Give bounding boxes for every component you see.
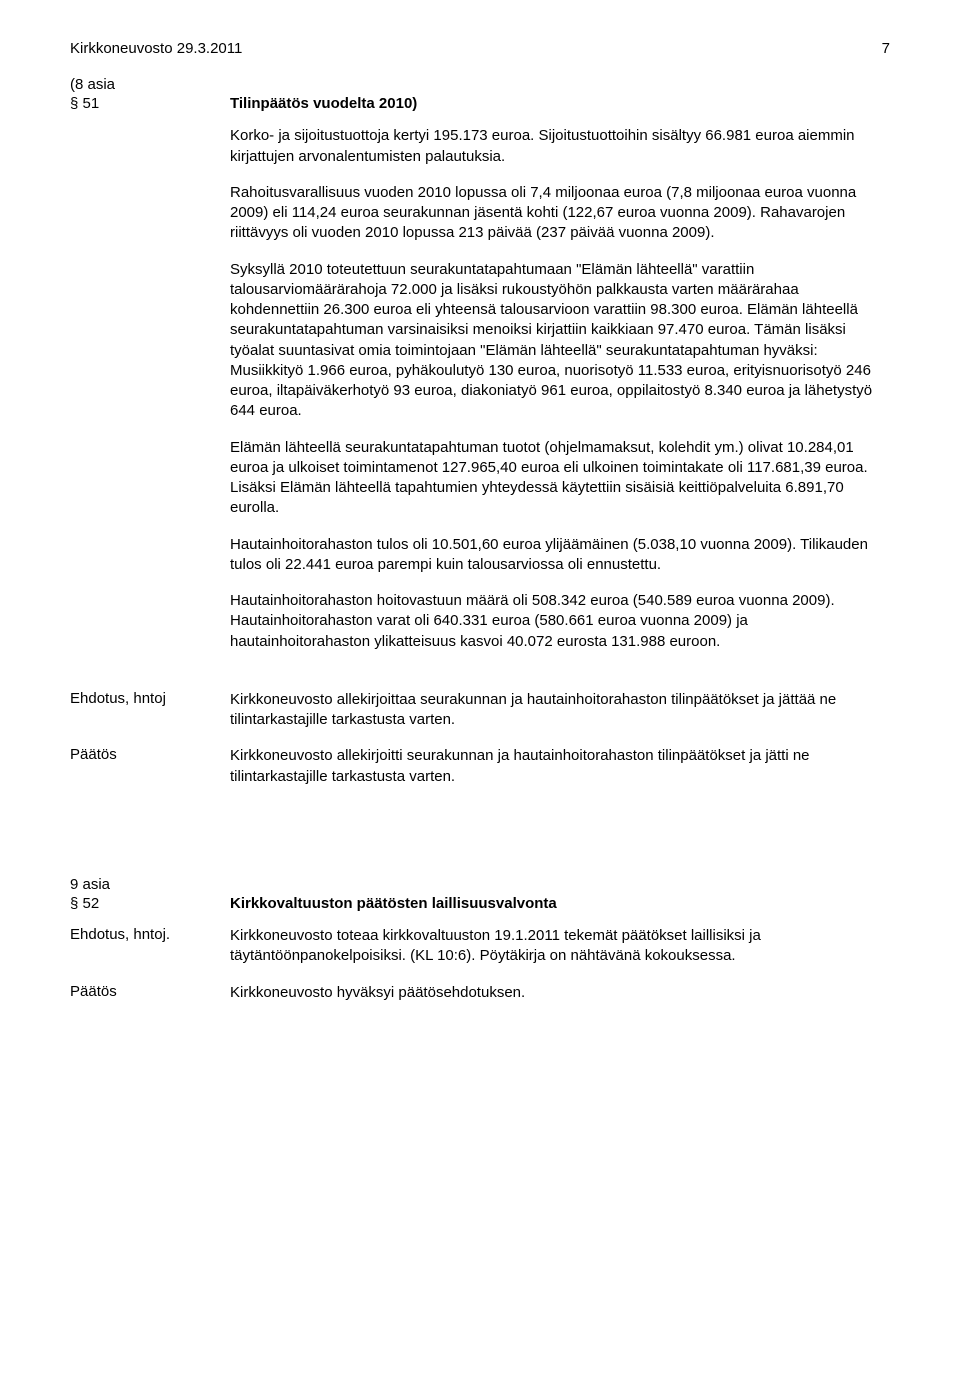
s1-ehdotus-text: Kirkkoneuvosto allekirjoittaa seurakunna… <box>230 690 890 731</box>
section-1-body: Korko- ja sijoitustuottoja kertyi 195.17… <box>230 126 890 652</box>
s1-paatos-text: Kirkkoneuvosto allekirjoitti seurakunnan… <box>230 746 890 787</box>
s2-ehdotus-text: Kirkkoneuvosto toteaa kirkkovaltuuston 1… <box>230 926 890 967</box>
section-9-asia: 9 asia § 52 Kirkkovaltuuston päätösten l… <box>70 875 890 1003</box>
s1-ehdotus-label: Ehdotus, hntoj <box>70 690 230 731</box>
s2-ehdotus-row: Ehdotus, hntoj. Kirkkoneuvosto toteaa ki… <box>70 926 890 967</box>
s1-p6: Hautainhoitorahaston hoitovastuun määrä … <box>230 591 890 652</box>
s1-paatos-row: Päätös Kirkkoneuvosto allekirjoitti seur… <box>70 746 890 787</box>
page-number: 7 <box>882 40 890 57</box>
section-2-title: Kirkkovaltuuston päätösten laillisuusval… <box>230 895 890 912</box>
s2-ehdotus-label: Ehdotus, hntoj. <box>70 926 230 967</box>
section-1-title: Tilinpäätös vuodelta 2010) <box>230 95 890 112</box>
asia-line-1: (8 asia <box>70 75 890 95</box>
asia-line-2: 9 asia <box>70 875 890 895</box>
s2-paatos-label: Päätös <box>70 983 230 1003</box>
s1-p4: Elämän lähteellä seurakuntatapahtuman tu… <box>230 438 890 519</box>
pykala-51: § 51 <box>70 95 230 112</box>
s1-p2: Rahoitusvarallisuus vuoden 2010 lopussa … <box>230 183 890 244</box>
header-left: Kirkkoneuvosto 29.3.2011 <box>70 40 242 57</box>
page: Kirkkoneuvosto 29.3.2011 7 (8 asia § 51 … <box>0 0 960 1374</box>
s1-p5: Hautainhoitorahaston tulos oli 10.501,60… <box>230 535 890 576</box>
s2-paatos-row: Päätös Kirkkoneuvosto hyväksyi päätösehd… <box>70 983 890 1003</box>
section-2-heading-row: § 52 Kirkkovaltuuston päätösten laillisu… <box>70 895 890 912</box>
page-header: Kirkkoneuvosto 29.3.2011 7 <box>70 40 890 57</box>
pykala-52: § 52 <box>70 895 230 912</box>
s1-paatos-label: Päätös <box>70 746 230 787</box>
s1-p3: Syksyllä 2010 toteutettuun seurakuntatap… <box>230 260 890 422</box>
section-1-heading-row: § 51 Tilinpäätös vuodelta 2010) <box>70 95 890 112</box>
s1-ehdotus-row: Ehdotus, hntoj Kirkkoneuvosto allekirjoi… <box>70 690 890 731</box>
section-8-asia: (8 asia § 51 Tilinpäätös vuodelta 2010) … <box>70 75 890 787</box>
s1-p1: Korko- ja sijoitustuottoja kertyi 195.17… <box>230 126 890 167</box>
s2-paatos-text: Kirkkoneuvosto hyväksyi päätösehdotuksen… <box>230 983 890 1003</box>
